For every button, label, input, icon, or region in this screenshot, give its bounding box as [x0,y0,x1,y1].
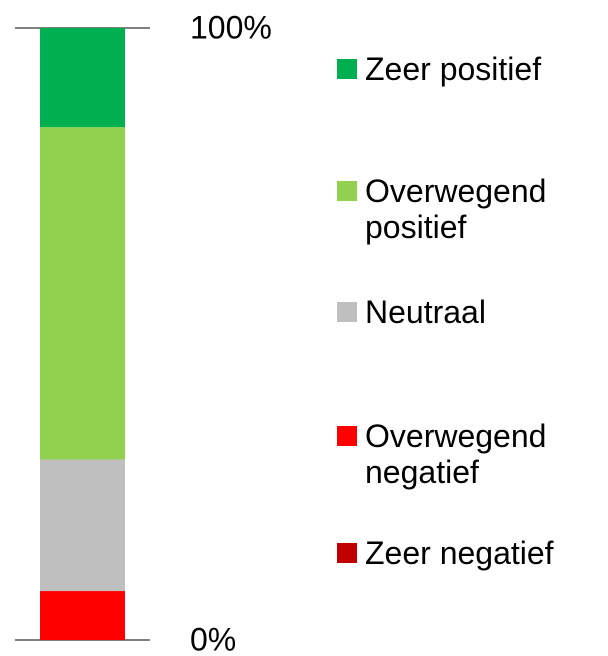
bar-segment [40,127,125,460]
y-tick-label: 0% [190,621,236,656]
legend-item: Zeer positief [337,51,607,87]
bar-segment [40,591,125,640]
bar-segment [40,28,125,128]
legend-swatch [337,426,357,446]
legend-item: Overwegend positief [337,173,607,245]
legend-item: Overwegend negatief [337,418,607,490]
legend-label: Neutraal [365,294,486,330]
legend-swatch [337,59,357,79]
legend-label: Overwegend positief [365,173,547,245]
legend-label: Zeer positief [365,51,542,87]
legend-item: Zeer negatief [337,535,607,571]
legend-swatch [337,302,357,322]
legend-item: Neutraal [337,294,607,330]
legend-swatch [337,543,357,563]
y-tick-label: 100% [190,9,272,45]
legend-label: Zeer negatief [365,535,554,571]
bar-segment [40,459,125,592]
legend-label: Overwegend negatief [365,418,547,490]
legend-swatch [337,181,357,201]
